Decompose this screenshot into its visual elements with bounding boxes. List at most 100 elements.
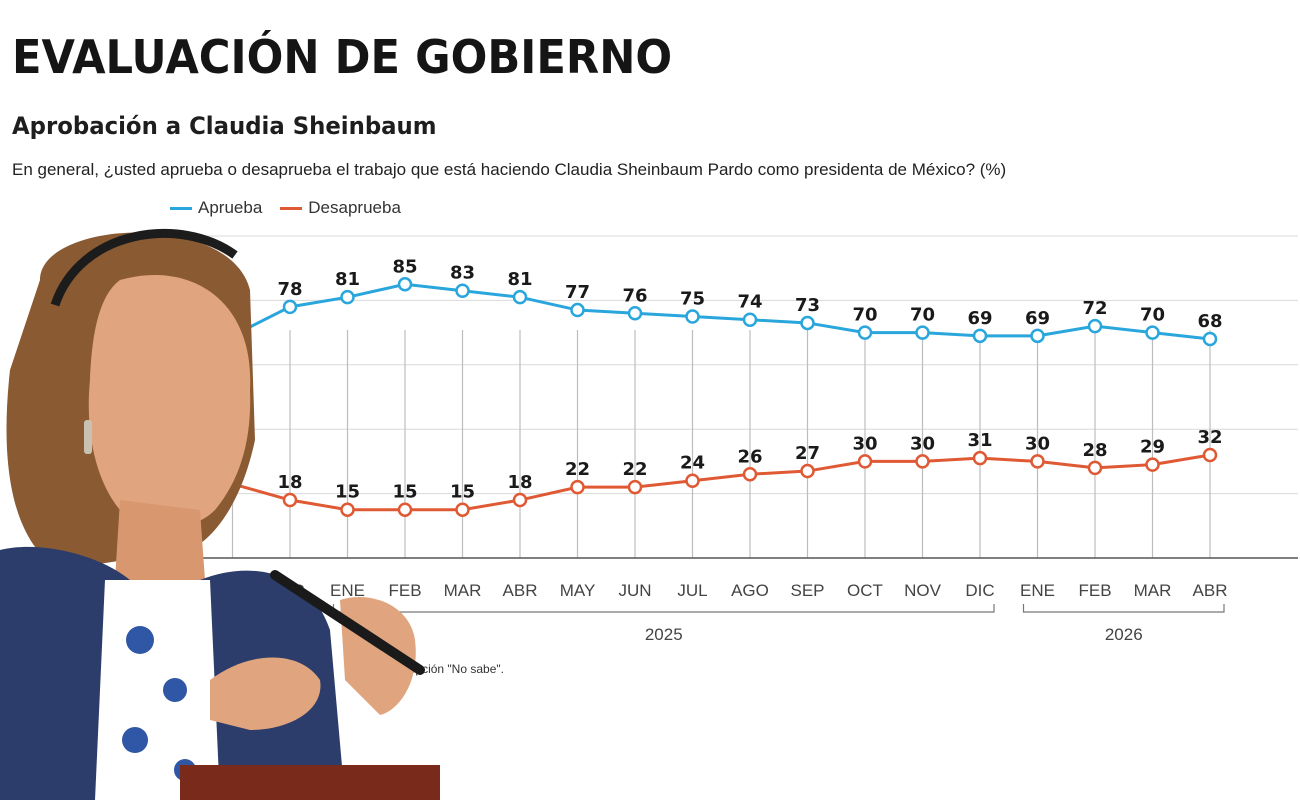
chart-legend: Aprueba Desaprueba — [170, 198, 401, 218]
data-label: 70 — [852, 305, 877, 326]
data-point — [282, 299, 298, 315]
data-point — [627, 306, 643, 321]
x-tick-label: DIC — [965, 581, 994, 600]
face-shape — [88, 274, 251, 529]
year-bracket — [1022, 604, 1225, 613]
chart-subtitle: Aprobación a Claudia Sheinbaum — [12, 112, 437, 140]
legend-item-disapprove: Desaprueba — [280, 198, 401, 218]
year-label: 2026 — [1105, 625, 1143, 644]
x-tick-label: JUL — [677, 581, 707, 600]
x-tick-label: MAR — [444, 581, 482, 600]
data-point — [800, 463, 815, 479]
earring-shape — [84, 420, 92, 454]
x-tick-label: NOV — [904, 581, 942, 600]
data-point — [512, 289, 528, 305]
legend-label-disapprove: Desaprueba — [308, 198, 401, 217]
data-label: 83 — [450, 263, 475, 284]
x-tick-label: AGO — [731, 581, 769, 600]
x-tick-label: MAR — [1134, 581, 1172, 600]
data-point — [800, 315, 815, 331]
data-label: 18 — [277, 472, 302, 493]
data-point — [685, 309, 700, 324]
x-tick-label: ENE — [330, 581, 365, 600]
data-label: 27 — [795, 443, 820, 464]
x-axis: DICENEFEBMARABRMAYJUNJULAGOSEPOCTNOVDICE… — [160, 557, 1298, 644]
year-label: 2025 — [645, 625, 683, 644]
x-tick-label: ABR — [503, 581, 538, 600]
data-point — [1145, 457, 1160, 472]
data-point — [1202, 447, 1218, 463]
blouse-pattern-dot — [122, 727, 148, 753]
data-point — [340, 502, 355, 517]
data-label: 15 — [392, 482, 417, 503]
data-point — [915, 454, 930, 469]
x-tick-label: JUN — [618, 581, 651, 600]
data-point — [340, 289, 355, 305]
data-label: 30 — [910, 433, 935, 454]
x-tick-label: FEB — [388, 581, 421, 600]
data-point — [1087, 460, 1103, 476]
data-label: 22 — [565, 459, 590, 480]
data-point — [512, 492, 528, 508]
headband-shape — [50, 228, 238, 307]
data-label: 18 — [507, 472, 532, 493]
x-tick-label: ABR — [1193, 581, 1228, 600]
data-label: 68 — [1197, 311, 1222, 332]
data-label: 24 — [680, 453, 705, 474]
data-label: 70 — [1140, 305, 1165, 326]
data-point — [857, 325, 873, 340]
data-label: 73 — [795, 295, 820, 316]
data-label: 29 — [1140, 437, 1165, 458]
data-label: 22 — [622, 459, 647, 480]
data-label: 32 — [1197, 427, 1222, 448]
data-label: 26 — [737, 446, 762, 467]
data-label: 81 — [507, 269, 532, 290]
data-label: 76 — [622, 285, 647, 306]
data-point — [972, 450, 988, 466]
data-point — [742, 467, 758, 482]
data-label: 78 — [277, 279, 302, 300]
pen-shape — [270, 570, 425, 675]
data-point — [857, 454, 873, 469]
x-tick-label: OCT — [847, 581, 883, 600]
data-point — [455, 502, 470, 517]
data-label: 30 — [852, 433, 877, 454]
data-point — [282, 492, 298, 508]
neck-shape — [115, 500, 205, 580]
data-label: 77 — [565, 282, 590, 303]
data-label: 85 — [392, 256, 417, 277]
data-point — [1202, 331, 1218, 347]
presidenta-photo — [0, 228, 440, 800]
x-tick-label: FEB — [1078, 581, 1111, 600]
data-label: 75 — [680, 289, 705, 310]
x-tick-label: ENE — [1020, 581, 1055, 600]
legend-label-approve: Aprueba — [198, 198, 263, 217]
legend-swatch-approve — [170, 206, 192, 210]
data-point — [972, 328, 988, 344]
data-label: 28 — [1082, 440, 1107, 461]
data-label: 72 — [1082, 298, 1107, 319]
data-point — [1030, 454, 1045, 469]
blouse-pattern-dot — [126, 626, 154, 654]
data-label: 74 — [737, 292, 762, 313]
data-label: 30 — [1025, 433, 1050, 454]
data-label: 31 — [967, 430, 992, 451]
x-tick-label: MAY — [560, 581, 596, 600]
data-label: 81 — [335, 269, 360, 290]
blouse-pattern-dot — [163, 678, 187, 702]
x-tick-label: SEP — [790, 581, 824, 600]
data-point — [397, 502, 413, 517]
data-point — [685, 473, 700, 488]
data-point — [570, 479, 585, 495]
data-point — [455, 283, 470, 298]
legend-swatch-disapprove — [280, 206, 303, 210]
data-point — [627, 479, 643, 495]
legend-item-approve: Aprueba — [170, 198, 262, 218]
survey-question: En general, ¿usted aprueba o desaprueba … — [12, 160, 1007, 179]
footnote-fragment-2: opción "No sabe". — [408, 662, 504, 676]
data-point — [742, 312, 758, 327]
data-point — [1087, 318, 1103, 334]
data-point — [1145, 325, 1160, 340]
hand-shape — [210, 657, 321, 730]
